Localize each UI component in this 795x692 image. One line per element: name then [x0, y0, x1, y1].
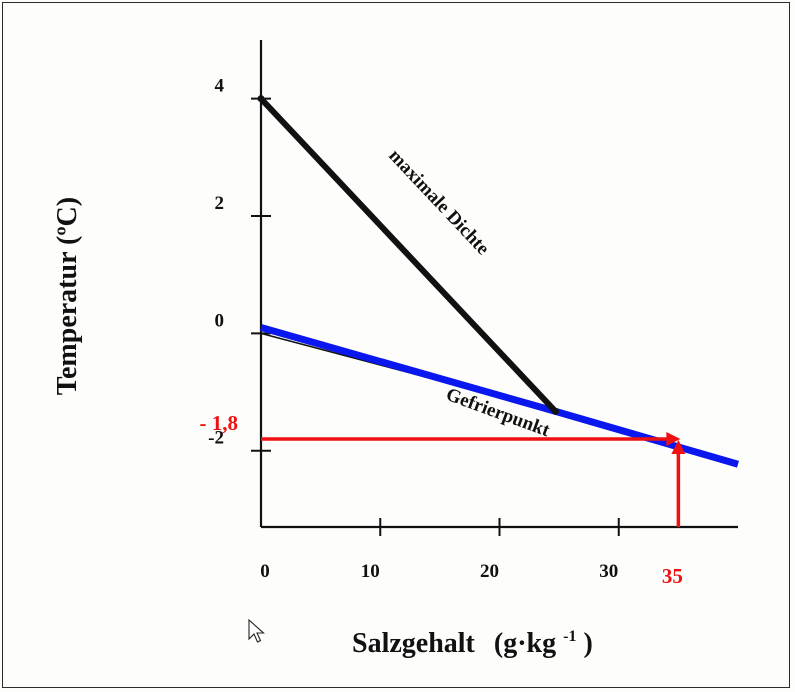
x-tick-label: 20 [480, 561, 499, 582]
y-tick-label: -2 [208, 428, 224, 449]
x-tick-label: 10 [361, 561, 380, 582]
x-tick-label: 30 [599, 561, 618, 582]
x-axis-unit-exponent: -1 [563, 628, 576, 645]
y-tick-label: 4 [215, 76, 225, 97]
arrowhead-right-icon [666, 431, 681, 446]
y-tick-label: 0 [215, 310, 225, 331]
y-axis-title: Temperatur (ºC) [52, 197, 83, 395]
x-axis-unit-close: ) [583, 628, 592, 659]
x-axis-unit: (g·kg [494, 628, 556, 659]
highlight-y-label: - 1,8 [200, 411, 239, 435]
x-tick-label: 0 [260, 561, 270, 582]
data-point [552, 407, 560, 415]
mouse-cursor-icon [248, 619, 265, 643]
x-axis-title: Salzgehalt (g·kg -1 ) [352, 617, 593, 659]
y-tick-label: 2 [215, 193, 225, 214]
highlight-x-label: 35 [662, 564, 683, 588]
series-label-max-density: maximale Dichte [384, 145, 493, 259]
arrowhead-up-icon [671, 439, 686, 454]
axes [259, 40, 738, 529]
data-point [257, 95, 265, 103]
series-line-max-density [258, 96, 558, 414]
ticks: 420-20 10 20 30 [208, 76, 620, 582]
x-axis-title-name: Salzgehalt [352, 628, 476, 659]
highlight-layer: 35 - 1,8 [200, 411, 686, 588]
